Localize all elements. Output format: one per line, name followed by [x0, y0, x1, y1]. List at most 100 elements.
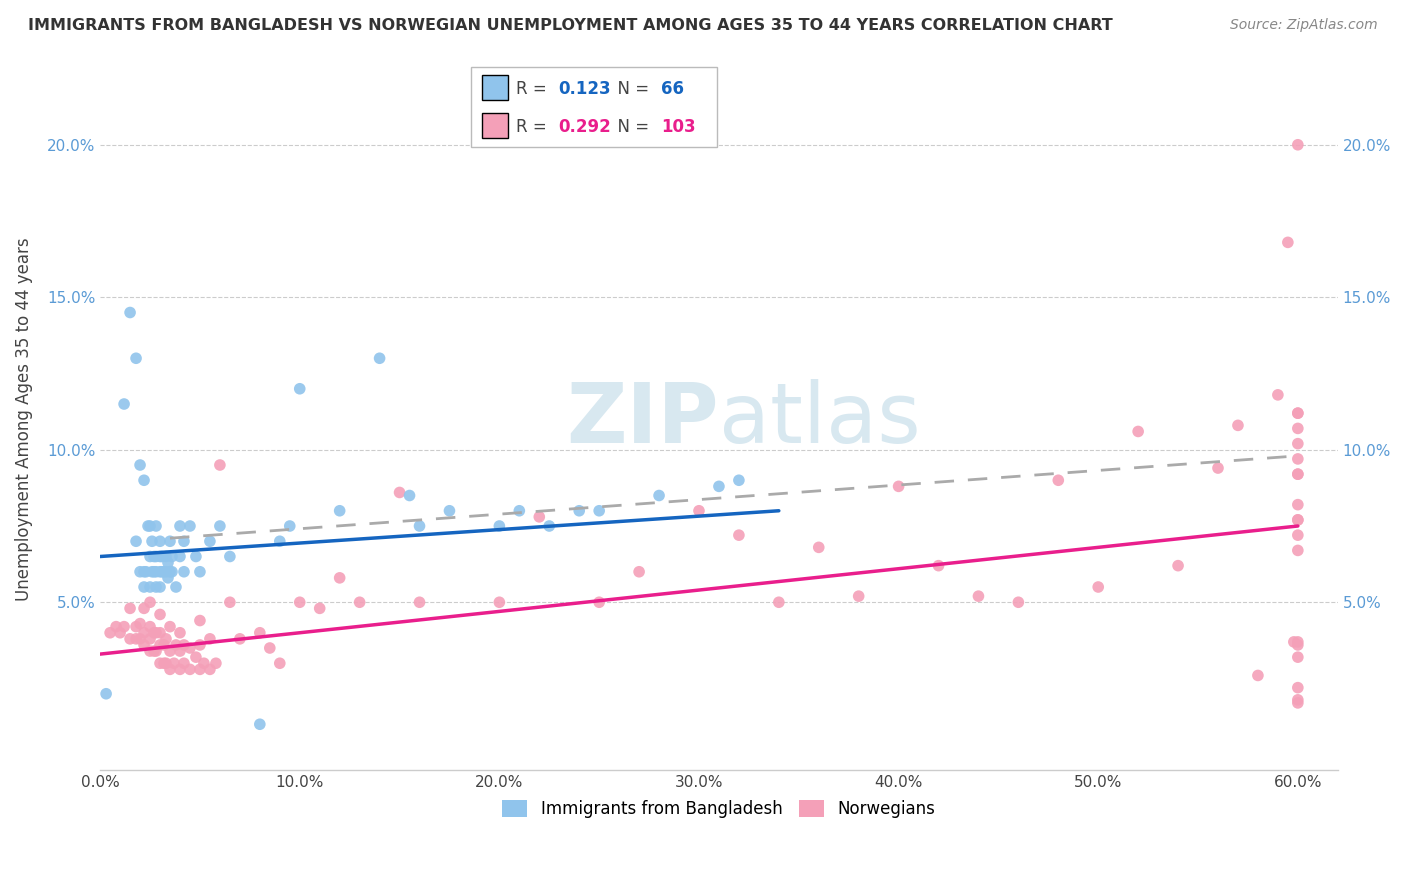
Point: [1226, 418, 1249, 433]
Point: [1286, 406, 1309, 420]
Point: [159, 534, 181, 549]
Point: [184, 650, 207, 665]
Point: [159, 662, 181, 676]
Point: [135, 565, 157, 579]
Point: [368, 351, 391, 366]
Point: [388, 485, 411, 500]
Point: [688, 504, 710, 518]
Point: [1286, 467, 1309, 482]
Point: [145, 549, 167, 564]
Point: [120, 632, 142, 646]
Point: [139, 595, 162, 609]
Point: [179, 519, 201, 533]
Point: [1286, 421, 1309, 435]
Point: [149, 580, 172, 594]
Point: [132, 601, 155, 615]
Point: [159, 620, 181, 634]
Point: [193, 657, 215, 671]
Legend: Immigrants from Bangladesh, Norwegians: Immigrants from Bangladesh, Norwegians: [496, 793, 942, 825]
Point: [249, 625, 271, 640]
Point: [488, 595, 510, 609]
Point: [108, 625, 131, 640]
Point: [1047, 473, 1070, 487]
Point: [1282, 635, 1305, 649]
Point: [269, 657, 291, 671]
Text: 103: 103: [661, 118, 696, 136]
Point: [139, 644, 162, 658]
Point: [1167, 558, 1189, 573]
Point: [141, 534, 163, 549]
Point: [149, 549, 172, 564]
Point: [887, 479, 910, 493]
Point: [269, 534, 291, 549]
Point: [1126, 425, 1149, 439]
Point: [488, 519, 510, 533]
Point: [967, 589, 990, 603]
Point: [105, 620, 128, 634]
Point: [1286, 693, 1309, 707]
Point: [329, 571, 352, 585]
Point: [198, 662, 221, 676]
Point: [184, 549, 207, 564]
Point: [1277, 235, 1299, 250]
Point: [112, 397, 135, 411]
Point: [1286, 543, 1309, 558]
Point: [153, 565, 176, 579]
Text: 66: 66: [661, 80, 683, 98]
Point: [143, 625, 166, 640]
Point: [188, 638, 211, 652]
Point: [136, 519, 159, 533]
Point: [1286, 635, 1309, 649]
Point: [125, 632, 148, 646]
Point: [198, 632, 221, 646]
Point: [139, 620, 162, 634]
Point: [188, 614, 211, 628]
Point: [153, 638, 176, 652]
Y-axis label: Unemployment Among Ages 35 to 44 years: Unemployment Among Ages 35 to 44 years: [15, 237, 32, 601]
Point: [1267, 388, 1289, 402]
Point: [125, 534, 148, 549]
Point: [150, 565, 173, 579]
Text: Source: ZipAtlas.com: Source: ZipAtlas.com: [1230, 18, 1378, 32]
Point: [188, 662, 211, 676]
Point: [1286, 406, 1309, 420]
Point: [139, 580, 162, 594]
Point: [205, 657, 228, 671]
Point: [112, 620, 135, 634]
Text: N =: N =: [607, 80, 655, 98]
Point: [218, 595, 240, 609]
Point: [278, 519, 301, 533]
Point: [588, 504, 610, 518]
Point: [98, 625, 121, 640]
Point: [169, 549, 191, 564]
Point: [159, 565, 181, 579]
Point: [129, 616, 152, 631]
Point: [156, 556, 179, 570]
Point: [143, 549, 166, 564]
Point: [173, 565, 195, 579]
Point: [768, 595, 790, 609]
Point: [218, 549, 240, 564]
Point: [163, 657, 186, 671]
Point: [173, 534, 195, 549]
Point: [408, 519, 430, 533]
Point: [728, 473, 751, 487]
Point: [139, 549, 162, 564]
Point: [155, 657, 177, 671]
Point: [145, 565, 167, 579]
Point: [141, 565, 163, 579]
Point: [398, 489, 420, 503]
Point: [150, 549, 173, 564]
Point: [198, 534, 221, 549]
Point: [159, 644, 181, 658]
Point: [208, 458, 231, 472]
Point: [1286, 513, 1309, 527]
Point: [1087, 580, 1109, 594]
Point: [179, 662, 201, 676]
Point: [165, 580, 187, 594]
Point: [129, 632, 152, 646]
Point: [208, 519, 231, 533]
Point: [1286, 436, 1309, 450]
Point: [145, 644, 167, 658]
Point: [156, 571, 179, 585]
